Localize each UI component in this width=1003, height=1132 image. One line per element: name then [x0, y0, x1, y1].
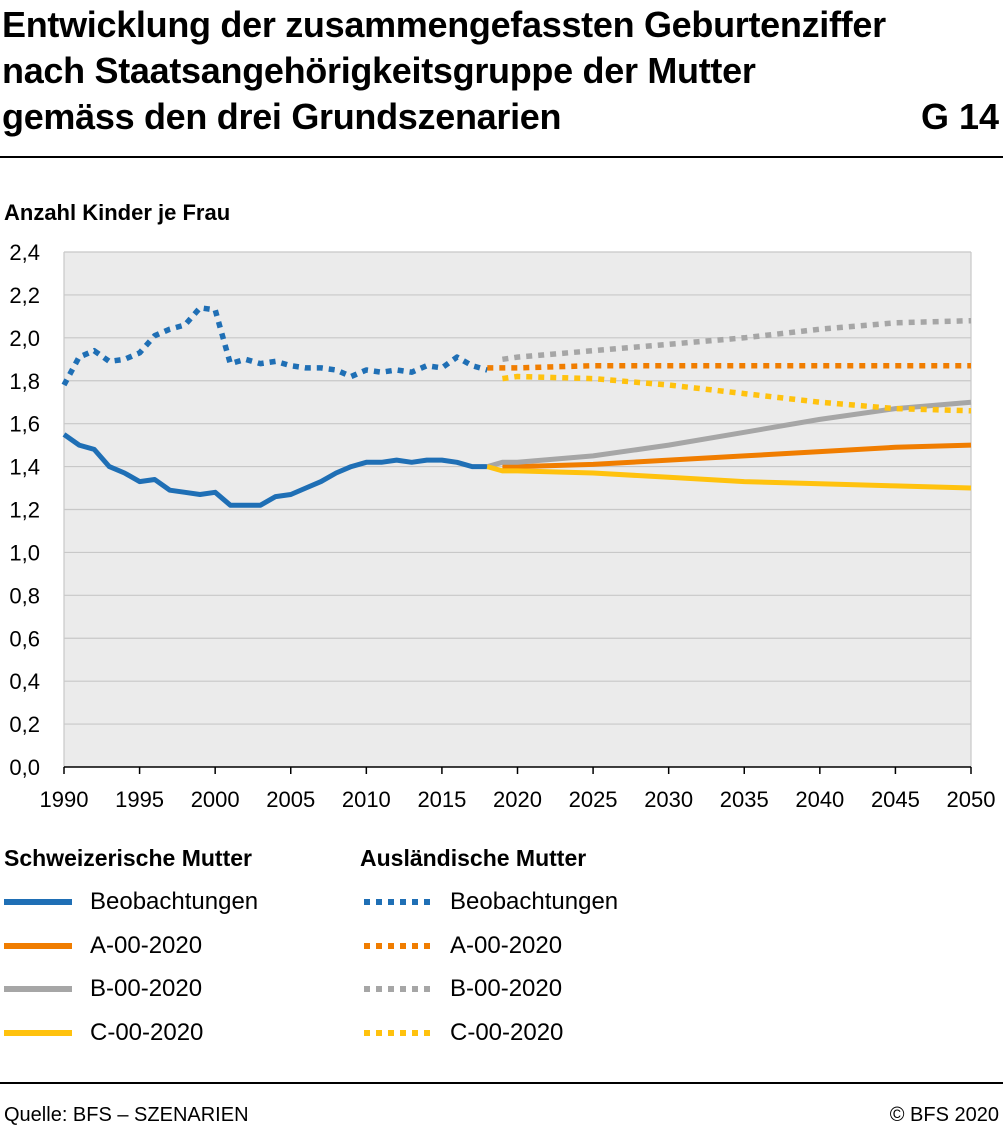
series-line-7 — [502, 373, 972, 414]
legend-group-swiss: Schweizerische Mutter — [4, 845, 252, 871]
legend-label: Beobachtungen — [90, 888, 259, 915]
x-tick-label: 1995 — [115, 787, 164, 812]
legend-label: Beobachtungen — [450, 888, 619, 915]
legend-swatch — [364, 986, 432, 992]
series-line-5 — [487, 362, 971, 371]
legend-swatch — [364, 899, 432, 905]
y-tick-label: 2,0 — [9, 326, 40, 351]
legend-swatch — [4, 1029, 72, 1036]
bottom-divider — [0, 1082, 1003, 1084]
series-line-2 — [486, 399, 972, 470]
series-line-1 — [502, 442, 972, 470]
y-tick-label: 1,0 — [9, 540, 40, 565]
legend-label: B-00-2020 — [90, 975, 203, 1002]
x-tick-label: 2020 — [493, 787, 542, 812]
legend-label: C-00-2020 — [450, 1018, 564, 1046]
x-tick-label: 2045 — [871, 787, 920, 812]
legend-swatch — [4, 899, 72, 905]
y-tick-label: 0,8 — [9, 583, 40, 608]
legend-group-foreign: Ausländische Mutter — [360, 845, 587, 871]
legend-swatch — [364, 1029, 432, 1036]
legend-label: A-00-2020 — [450, 931, 563, 959]
figure-code: G 14 — [920, 96, 999, 137]
legend-label: A-00-2020 — [90, 931, 203, 959]
legend-swatch — [4, 986, 72, 992]
chart-title: Entwicklung der zusammengefassten Geburt… — [2, 2, 902, 140]
legend-label: C-00-2020 — [90, 1018, 204, 1046]
source-note: Quelle: BFS – SZENARIEN — [4, 1104, 249, 1126]
title-line-1: Entwicklung der zusammengefassten Geburt… — [2, 4, 886, 45]
series-line-3 — [486, 464, 972, 491]
title-line-3: gemäss den drei Grundszenarien — [2, 96, 562, 137]
y-tick-label: 0,2 — [9, 712, 40, 737]
x-tick-label: 2040 — [795, 787, 844, 812]
x-tick-label: 1990 — [40, 787, 89, 812]
y-tick-label: 1,8 — [9, 369, 40, 394]
top-divider — [0, 156, 1003, 158]
x-tick-label: 2015 — [417, 787, 466, 812]
y-tick-label: 2,4 — [9, 240, 40, 265]
x-tick-label: 2005 — [266, 787, 315, 812]
line-chart: 0,00,20,40,60,81,01,21,41,61,82,02,22,4 … — [9, 240, 996, 812]
y-tick-label: 0,4 — [9, 669, 40, 694]
x-tick-label: 2035 — [720, 787, 769, 812]
copyright-note: © BFS 2020 — [889, 1104, 999, 1126]
y-tick-label: 1,4 — [9, 455, 40, 480]
y-tick-label: 1,2 — [9, 498, 40, 523]
x-tick-label: 2000 — [191, 787, 240, 812]
y-axis-label: Anzahl Kinder je Frau — [4, 200, 231, 225]
series-line-6 — [502, 317, 972, 363]
legend-swatch — [364, 942, 432, 949]
title-line-2: nach Staatsangehörigkeitsgruppe der Mutt… — [2, 50, 756, 91]
series-line-0 — [62, 432, 488, 508]
legend-label: B-00-2020 — [450, 975, 563, 1002]
y-tick-label: 0,0 — [9, 755, 40, 780]
y-tick-label: 0,6 — [9, 626, 40, 651]
legend-swatch — [4, 942, 72, 949]
x-tick-label: 2050 — [947, 787, 996, 812]
y-tick-label: 2,2 — [9, 283, 40, 308]
x-tick-label: 2025 — [569, 787, 618, 812]
x-tick-label: 2030 — [644, 787, 693, 812]
y-tick-label: 1,6 — [9, 412, 40, 437]
x-tick-label: 2010 — [342, 787, 391, 812]
